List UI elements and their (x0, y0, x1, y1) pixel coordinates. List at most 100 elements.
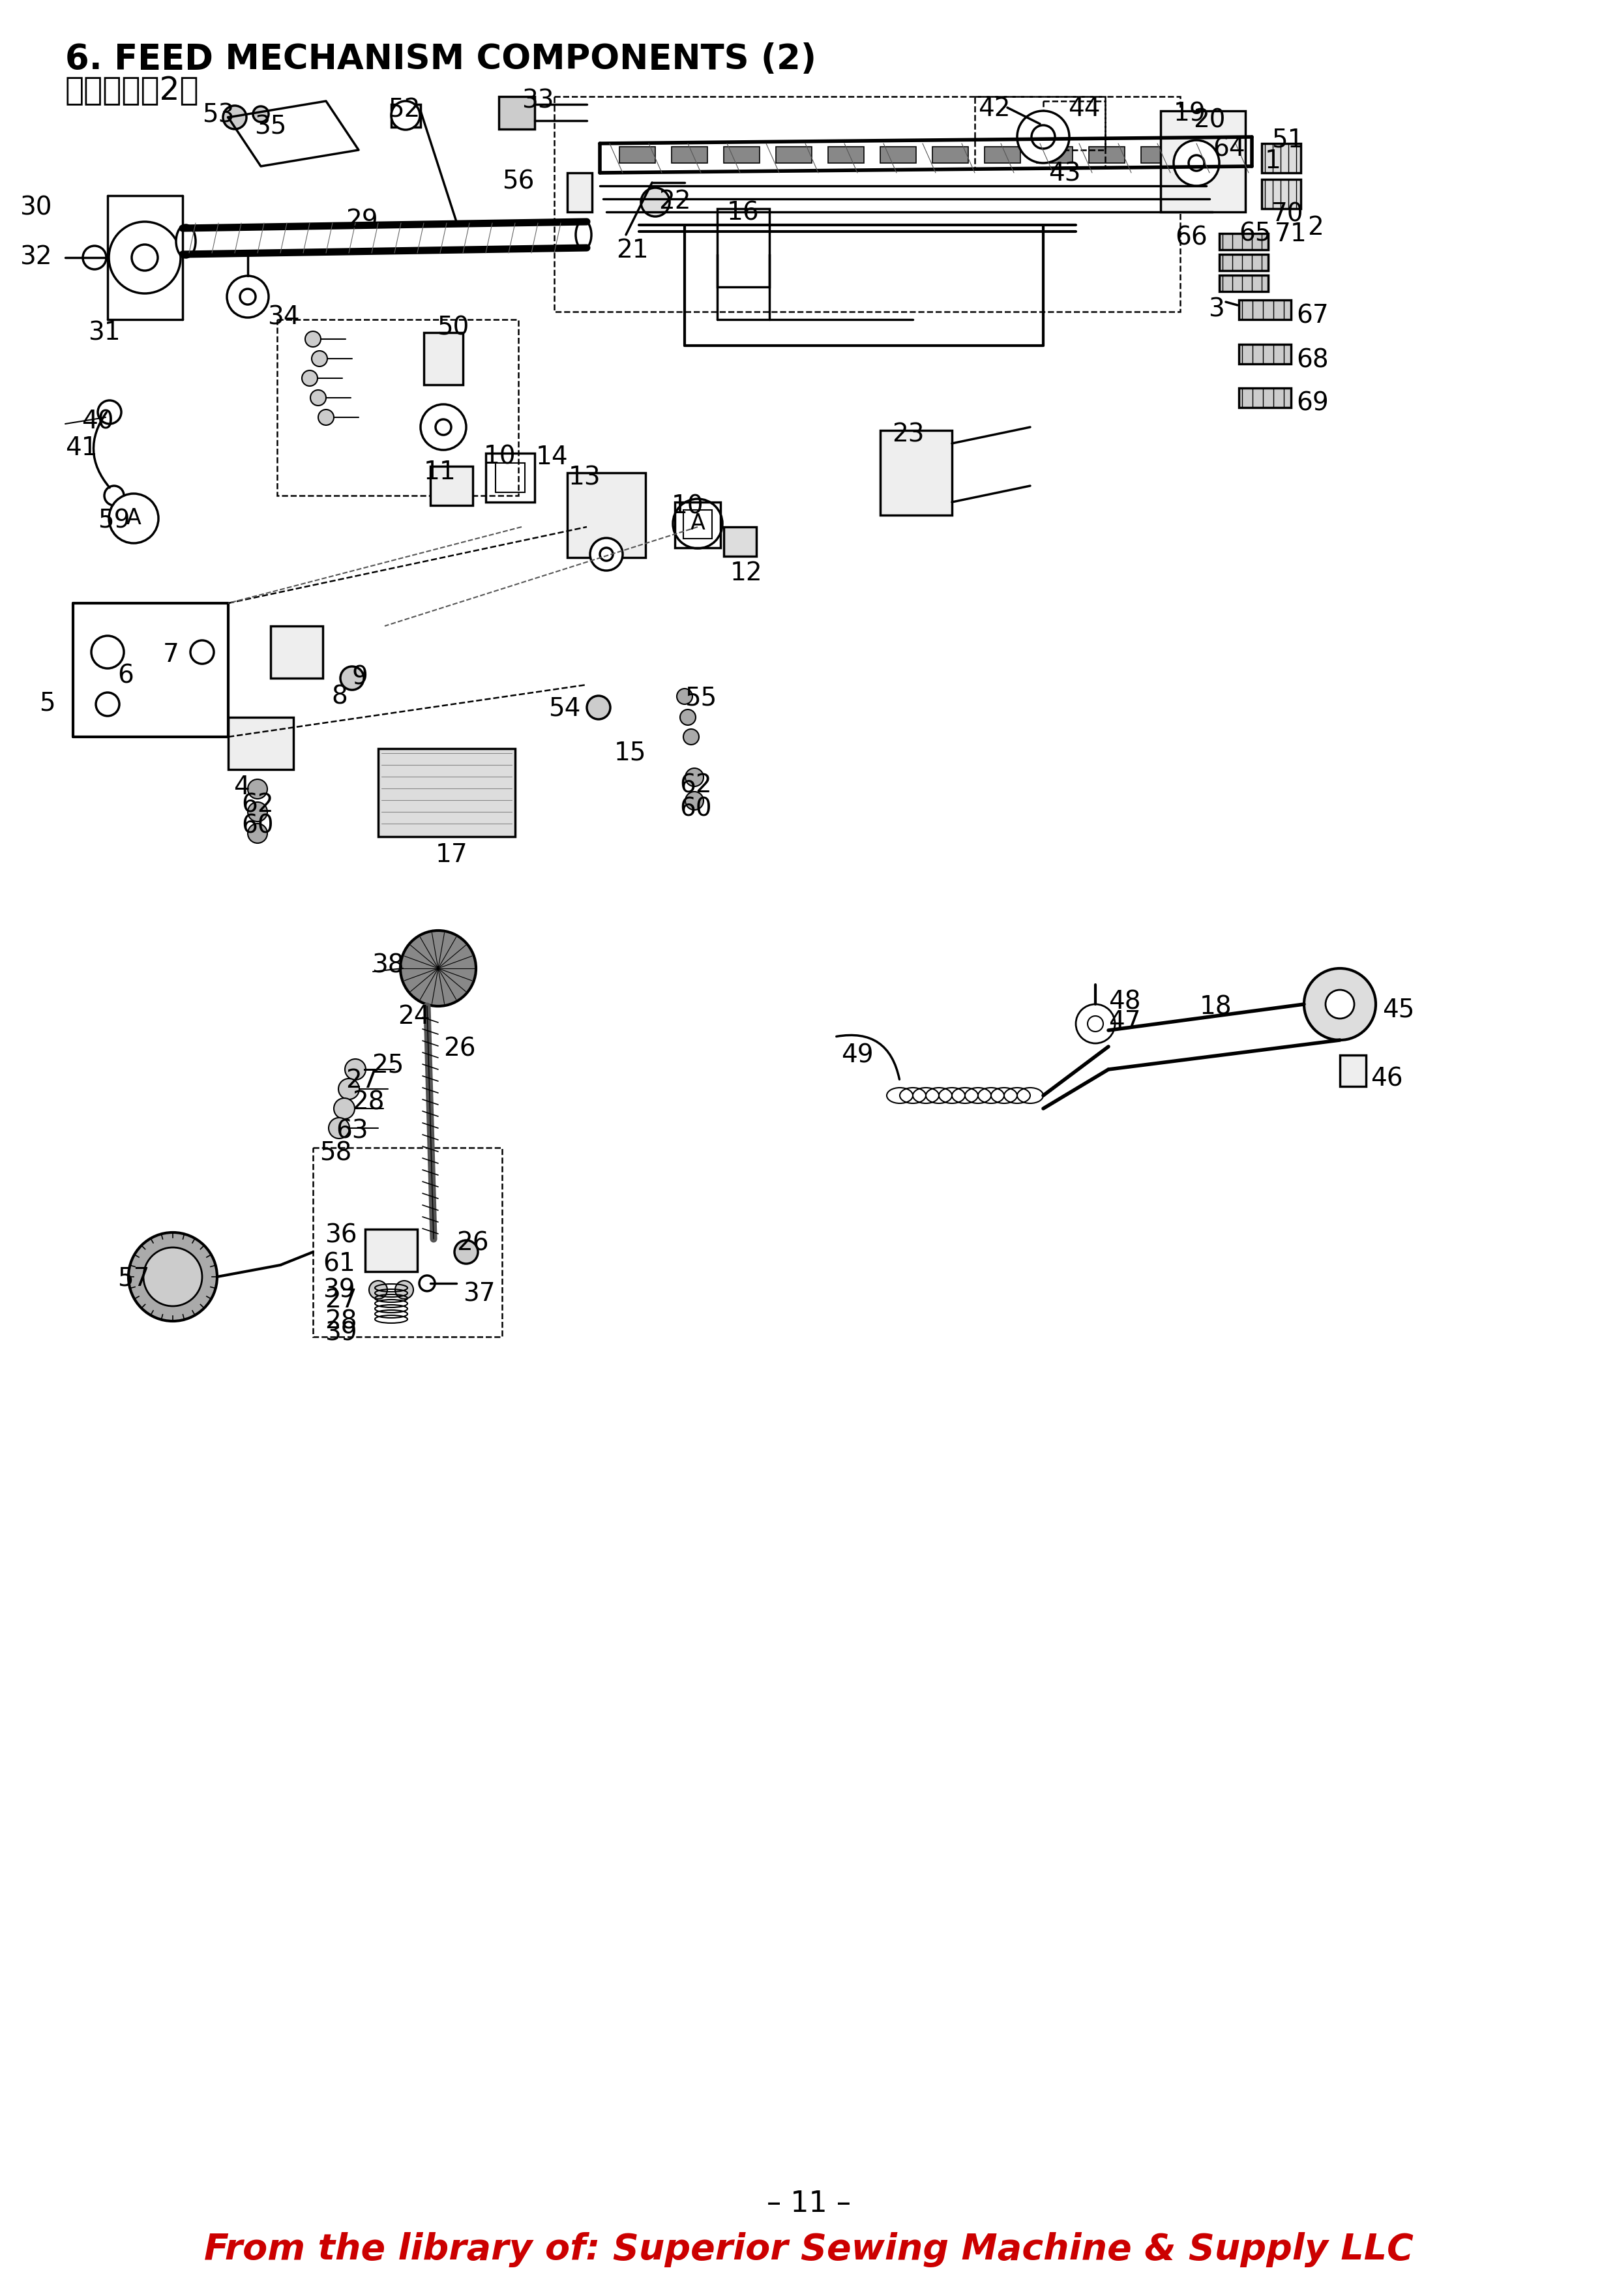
Bar (568, 172, 592, 211)
Circle shape (395, 1281, 414, 1300)
Text: 11: 11 (424, 459, 456, 484)
Text: 68: 68 (1297, 347, 1329, 372)
Bar (724, 526, 757, 556)
Circle shape (587, 696, 610, 719)
Text: 70: 70 (1271, 202, 1303, 227)
Text: 26: 26 (443, 1038, 475, 1061)
Bar (933, 147, 969, 163)
Bar (391, 103, 420, 126)
Circle shape (108, 223, 181, 294)
Text: 48: 48 (1108, 990, 1140, 1015)
Text: 29: 29 (346, 209, 378, 234)
Circle shape (391, 101, 420, 131)
Text: 39: 39 (323, 1279, 356, 1302)
Bar (776, 147, 812, 163)
Bar (495, 464, 526, 491)
Text: 34: 34 (267, 305, 299, 331)
Text: 6: 6 (118, 664, 134, 689)
Bar (1340, 1056, 1366, 1086)
Text: 43: 43 (1048, 161, 1080, 186)
Circle shape (640, 188, 669, 216)
Bar (1193, 147, 1229, 163)
Circle shape (600, 549, 613, 560)
Circle shape (239, 289, 255, 305)
Bar (1043, 101, 1104, 149)
Circle shape (344, 1058, 365, 1079)
Text: 14: 14 (535, 445, 568, 468)
Circle shape (369, 1281, 388, 1300)
Text: A: A (690, 512, 705, 535)
Text: 60: 60 (679, 797, 711, 822)
Text: 38: 38 (372, 953, 404, 978)
Bar (568, 473, 645, 558)
Bar (718, 209, 770, 287)
Text: 39: 39 (325, 1320, 357, 1345)
Text: 58: 58 (320, 1141, 351, 1166)
Text: 28: 28 (353, 1091, 385, 1116)
Bar (985, 147, 1020, 163)
Circle shape (310, 390, 327, 406)
Circle shape (686, 769, 703, 788)
Text: 7: 7 (163, 643, 179, 668)
Circle shape (420, 404, 466, 450)
Circle shape (673, 498, 723, 549)
Text: 50: 50 (437, 315, 469, 340)
Circle shape (82, 246, 107, 269)
Circle shape (108, 494, 158, 544)
Bar (277, 319, 519, 496)
Circle shape (191, 641, 213, 664)
Circle shape (1174, 140, 1219, 186)
Bar (828, 147, 863, 163)
Text: 71: 71 (1274, 223, 1307, 246)
Bar (270, 627, 323, 677)
Circle shape (681, 709, 695, 726)
Text: 9: 9 (353, 666, 369, 689)
Text: 19: 19 (1174, 101, 1206, 126)
Circle shape (684, 730, 699, 744)
Circle shape (252, 106, 268, 122)
Text: 16: 16 (728, 200, 760, 225)
Circle shape (328, 1118, 349, 1139)
Circle shape (1326, 990, 1355, 1019)
Circle shape (302, 370, 317, 386)
Text: 69: 69 (1297, 390, 1329, 416)
Bar (975, 96, 1104, 168)
Text: 20: 20 (1193, 108, 1226, 133)
Text: 62: 62 (241, 792, 273, 817)
Text: – 11 –: – 11 – (766, 2190, 851, 2218)
Text: 8: 8 (331, 684, 348, 709)
Circle shape (435, 420, 451, 434)
Circle shape (686, 792, 703, 810)
Text: 44: 44 (1067, 96, 1100, 122)
Circle shape (340, 666, 364, 689)
Bar (619, 147, 655, 163)
Text: 21: 21 (616, 239, 648, 262)
Bar (1036, 147, 1072, 163)
Text: 31: 31 (87, 321, 120, 347)
Bar (498, 96, 535, 129)
Text: 30: 30 (19, 195, 52, 220)
Text: 2: 2 (1307, 216, 1323, 241)
Text: 5: 5 (39, 691, 55, 716)
Circle shape (131, 246, 158, 271)
Text: 55: 55 (684, 687, 716, 712)
Text: 42: 42 (978, 96, 1011, 122)
Text: 送り関係（2）: 送り関係（2） (65, 76, 199, 106)
Text: 6. FEED MECHANISM COMPONENTS (2): 6. FEED MECHANISM COMPONENTS (2) (65, 41, 817, 76)
Text: 15: 15 (614, 739, 647, 765)
Text: 53: 53 (202, 103, 234, 129)
Circle shape (678, 689, 692, 705)
Circle shape (247, 824, 267, 843)
Text: 35: 35 (254, 115, 286, 138)
Text: 36: 36 (325, 1224, 357, 1247)
Bar (1088, 147, 1125, 163)
Bar (671, 147, 708, 163)
Text: 17: 17 (435, 843, 467, 868)
Bar (1219, 255, 1268, 271)
Bar (684, 510, 711, 540)
Bar (430, 466, 472, 505)
Text: 18: 18 (1200, 994, 1232, 1019)
Text: 1: 1 (1264, 149, 1281, 174)
Circle shape (247, 801, 267, 822)
Bar (1219, 234, 1268, 250)
